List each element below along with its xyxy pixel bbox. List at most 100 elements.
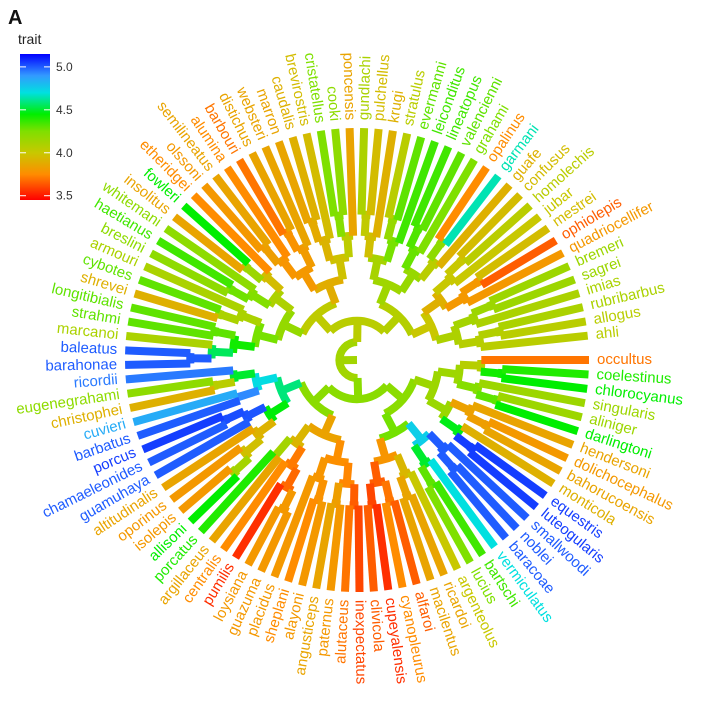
tip-branch	[149, 249, 230, 297]
tip-branch	[298, 500, 327, 587]
tip-branch	[445, 441, 530, 521]
tip-branch	[172, 213, 245, 274]
tip-branch	[244, 505, 283, 567]
tip-branch	[153, 418, 252, 479]
tip-label: baleatus	[60, 339, 117, 358]
tip-branch	[407, 493, 448, 577]
clade-arc	[420, 310, 441, 342]
tip-branch	[126, 377, 214, 398]
tip-branch	[435, 182, 513, 270]
clade-arc	[335, 338, 358, 383]
tip-branch	[488, 262, 571, 305]
tip-branch	[132, 389, 239, 426]
clade-arc	[312, 275, 344, 294]
tip-branch	[125, 346, 191, 358]
tip-branch	[434, 165, 490, 242]
clade-arc	[481, 419, 493, 432]
tip-branch	[482, 426, 563, 475]
tree-branches	[125, 127, 589, 593]
tip-branch	[487, 417, 569, 462]
tip-branch	[130, 303, 217, 331]
tip-branch	[363, 504, 378, 592]
tip-branch	[261, 145, 312, 248]
tip-branch	[220, 459, 289, 553]
tip-branch	[187, 473, 241, 525]
tip-branch	[416, 157, 478, 255]
clade-arc	[424, 370, 442, 403]
tip-label: cooki	[323, 85, 343, 121]
tip-branch	[316, 130, 339, 217]
tip-branch	[275, 140, 312, 225]
clade-arc	[306, 422, 342, 445]
tip-branch	[410, 145, 453, 228]
tip-branch	[479, 236, 558, 289]
tip-branch	[472, 441, 548, 499]
tip-branch	[462, 202, 533, 267]
tip-branch	[424, 485, 474, 565]
tip-branch	[212, 173, 272, 248]
tip-branch	[372, 503, 393, 591]
legend-colorbar	[20, 54, 50, 200]
tip-branch	[354, 505, 364, 593]
tip-branch	[143, 262, 245, 314]
tip-label: inexpectatus	[352, 600, 370, 684]
tip-branch	[474, 289, 581, 329]
tip-branch	[147, 420, 229, 467]
tip-label: ahli	[595, 323, 620, 342]
tip-branch	[501, 365, 589, 379]
tip-label: poncensis	[339, 52, 358, 120]
clade-arc	[298, 299, 338, 336]
tip-branch	[331, 128, 348, 216]
tip-branch	[178, 465, 233, 514]
tip-label: pulchellus	[370, 54, 393, 122]
clade-arc	[297, 381, 335, 419]
tip-branch	[345, 127, 358, 236]
tip-branch	[500, 374, 588, 393]
tip-branch	[236, 157, 287, 237]
legend-tick-label: 4.5	[56, 103, 73, 117]
clade-arc	[325, 382, 390, 404]
tip-branch	[499, 317, 587, 340]
tip-branch	[471, 401, 575, 449]
tip-branch	[427, 457, 498, 550]
tip-branch	[452, 213, 542, 287]
tip-branch	[480, 331, 589, 351]
tip-branch	[125, 332, 213, 349]
tip-branch	[208, 454, 283, 544]
tip-branch	[447, 469, 509, 541]
tip-branch	[125, 359, 191, 369]
tip-branch	[399, 496, 435, 582]
tip-branch	[384, 132, 412, 219]
clade-arc	[444, 271, 458, 286]
clade-arc	[250, 321, 265, 348]
tip-label: ricordii	[73, 371, 118, 392]
clade-arc	[437, 441, 451, 456]
clade-arc	[273, 308, 296, 341]
tip-label: alutaceus	[332, 599, 352, 664]
tip-branch	[125, 366, 234, 384]
tip-label: coelestinus	[596, 366, 672, 388]
tip-branch	[341, 505, 354, 592]
tip-branch	[156, 237, 235, 289]
tip-branch	[248, 151, 295, 233]
tip-branch	[372, 130, 397, 238]
clade-arc	[311, 472, 325, 484]
tip-branch	[270, 474, 317, 579]
tip-label: marcanoi	[56, 320, 119, 343]
tip-branch	[393, 135, 426, 222]
tip-branch	[141, 412, 225, 454]
tip-branch	[357, 127, 369, 215]
tip-label: krugi	[385, 89, 407, 124]
tip-branch	[197, 449, 277, 535]
tip-branch	[492, 275, 576, 314]
clade-arc	[323, 454, 349, 467]
tip-branch	[381, 501, 407, 589]
tip-branch	[442, 173, 502, 248]
tip-branch	[466, 449, 539, 511]
tip-branch	[494, 400, 580, 436]
tip-branch	[419, 151, 466, 232]
tip-branch	[497, 392, 583, 422]
clade-arc	[373, 451, 399, 466]
